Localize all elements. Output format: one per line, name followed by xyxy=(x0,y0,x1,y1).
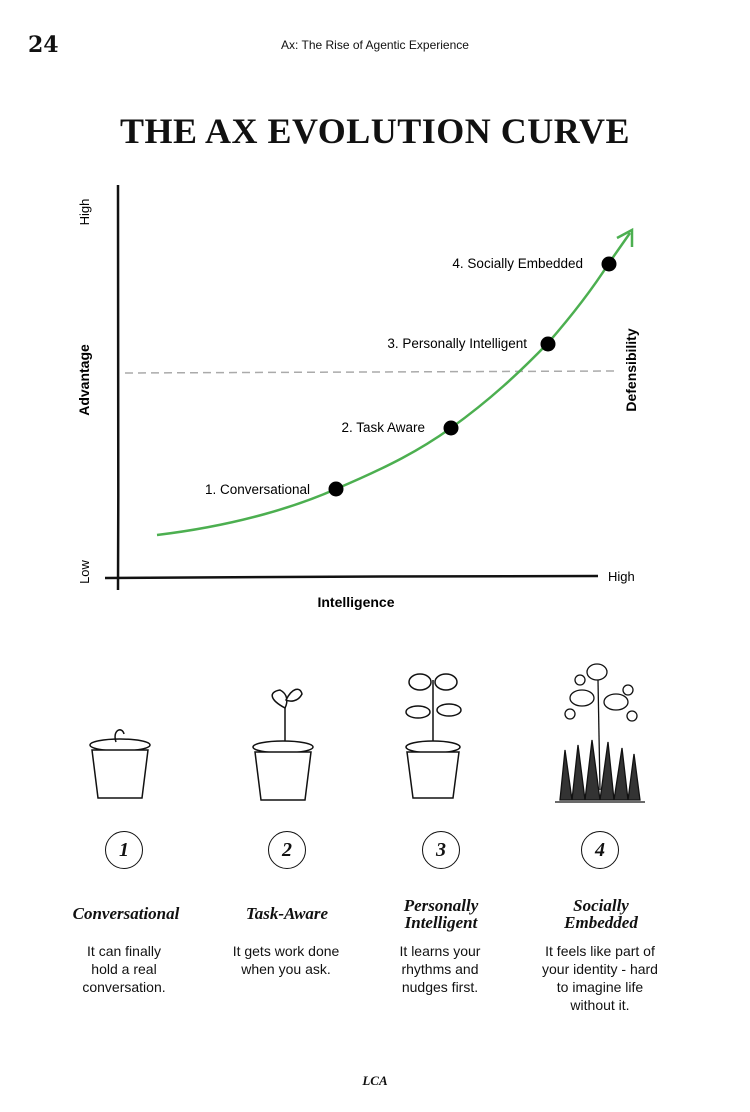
stage-title: Conversational xyxy=(72,904,180,923)
point-4 xyxy=(601,256,617,272)
stage-title: Socially Embedded xyxy=(564,896,638,932)
stage-number-2: 2 xyxy=(268,831,306,869)
point-label: 2. Task Aware xyxy=(341,420,425,435)
stage-description: It gets work done when you ask. xyxy=(232,943,340,977)
flourishing-garden-icon xyxy=(555,663,645,803)
point-2 xyxy=(443,420,459,436)
pot-seedling-icon xyxy=(252,688,314,801)
y-low-label: Low xyxy=(77,559,92,583)
pot-sprout-icon xyxy=(89,729,151,799)
page-number: 24 xyxy=(28,32,59,58)
y-axis xyxy=(116,184,120,591)
stage-title: Task-Aware xyxy=(245,904,329,923)
x-axis xyxy=(104,574,599,580)
point-1 xyxy=(328,481,344,497)
stage-number-4: 4 xyxy=(581,831,619,869)
plant-illustrations xyxy=(89,663,645,803)
y-axis-label: Advantage xyxy=(76,344,92,416)
point-label: 1. Conversational xyxy=(205,482,310,497)
stage-description: It feels like part of your identity - har… xyxy=(542,943,658,1013)
defensibility-threshold-line xyxy=(124,370,616,374)
curve-arrowhead xyxy=(616,227,634,247)
stage-number-1: 1 xyxy=(105,831,143,869)
threshold-label: Defensibility xyxy=(623,328,639,411)
evolution-curve-diagram: 1. Conversational 2. Task Aware 3. Perso… xyxy=(76,184,639,610)
page-title: THE AX EVOLUTION CURVE xyxy=(119,111,631,151)
point-label: 3. Personally Intelligent xyxy=(387,336,527,351)
running-title: Ax: The Rise of Agentic Experience xyxy=(281,38,469,52)
stage-description: It learns your rhythms and nudges first. xyxy=(399,943,481,995)
point-label: 4. Socially Embedded xyxy=(452,256,583,271)
y-high-label: High xyxy=(77,199,92,226)
point-3 xyxy=(540,336,556,352)
x-axis-label: Intelligence xyxy=(317,594,394,610)
stage-number-3: 3 xyxy=(422,831,460,869)
stage-title: Personally Intelligent xyxy=(403,896,479,932)
x-high-label: High xyxy=(608,569,635,584)
stage-description: It can finally hold a real conversation. xyxy=(82,943,166,995)
pot-young-plant-icon xyxy=(405,673,462,799)
footer-logo: LCA xyxy=(362,1073,388,1088)
